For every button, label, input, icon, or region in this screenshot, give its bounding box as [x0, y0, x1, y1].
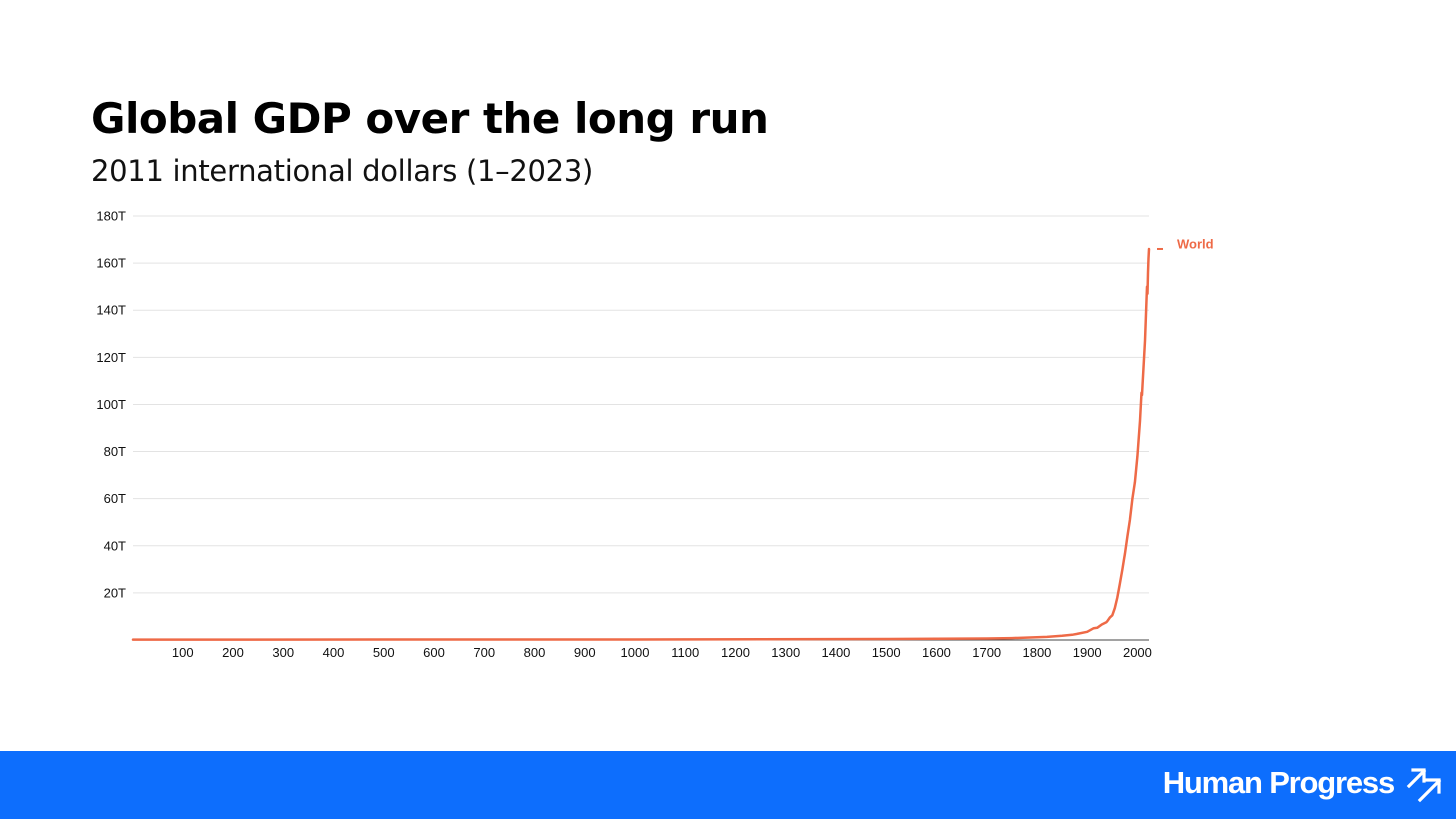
y-tick-label: 60T [104, 491, 126, 506]
x-tick-label: 1700 [972, 645, 1001, 660]
x-tick-label: 600 [423, 645, 445, 660]
chart-title: Global GDP over the long run [91, 94, 769, 143]
series-lines [131, 247, 1151, 641]
x-tick-label: 500 [373, 645, 395, 660]
y-tick-label: 100T [96, 397, 126, 412]
x-tick-label: 1400 [821, 645, 850, 660]
x-tick-label: 1100 [671, 645, 699, 660]
x-tick-label: 300 [272, 645, 294, 660]
y-tick-label: 40T [104, 538, 126, 553]
x-tick-label: 700 [473, 645, 495, 660]
x-tick-label: 1000 [621, 645, 650, 660]
y-tick-label: 120T [96, 350, 126, 365]
y-tick-label: 140T [96, 303, 126, 318]
footer-bar: Human Progress [0, 751, 1456, 819]
x-tick-label: 100 [172, 645, 194, 660]
gdp-line-chart: 20T 40T 60T 80T 100T 120T 140T 160T 180T 100 200 3… [96, 209, 1214, 661]
y-tick-label: 20T [104, 585, 126, 600]
x-tick-label: 1300 [771, 645, 800, 660]
x-tick-label: 1500 [872, 645, 901, 660]
x-tick-label: 2000 [1123, 645, 1152, 660]
y-tick-label: 160T [96, 256, 126, 271]
x-tick-label: 800 [524, 645, 546, 660]
x-tick-label: 1900 [1073, 645, 1102, 660]
series-line-world [131, 247, 1151, 641]
x-tick-label: 400 [323, 645, 345, 660]
x-tick-label: 1800 [1022, 645, 1051, 660]
brand-logo-text: Human Progress [1162, 765, 1395, 800]
x-axis-tick-labels: 100 200 300 400 500 600 700 800 900 1000 1100 1200 1… [172, 645, 1152, 660]
x-tick-label: 1600 [922, 645, 951, 660]
x-tick-label: 1200 [721, 645, 750, 660]
y-tick-label: 180T [96, 209, 126, 224]
x-tick-label: 900 [574, 645, 596, 660]
x-tick-label: 200 [222, 645, 244, 660]
legend: World [1157, 236, 1214, 251]
chart-subtitle: 2011 international dollars (1–2023) [91, 154, 593, 188]
trend-arrows-icon [1406, 768, 1442, 803]
gridlines [133, 215, 1149, 594]
legend-label-world: World [1177, 236, 1214, 251]
y-axis-tick-labels: 20T 40T 60T 80T 100T 120T 140T 160T 180T [96, 209, 126, 601]
y-tick-label: 80T [104, 444, 126, 459]
